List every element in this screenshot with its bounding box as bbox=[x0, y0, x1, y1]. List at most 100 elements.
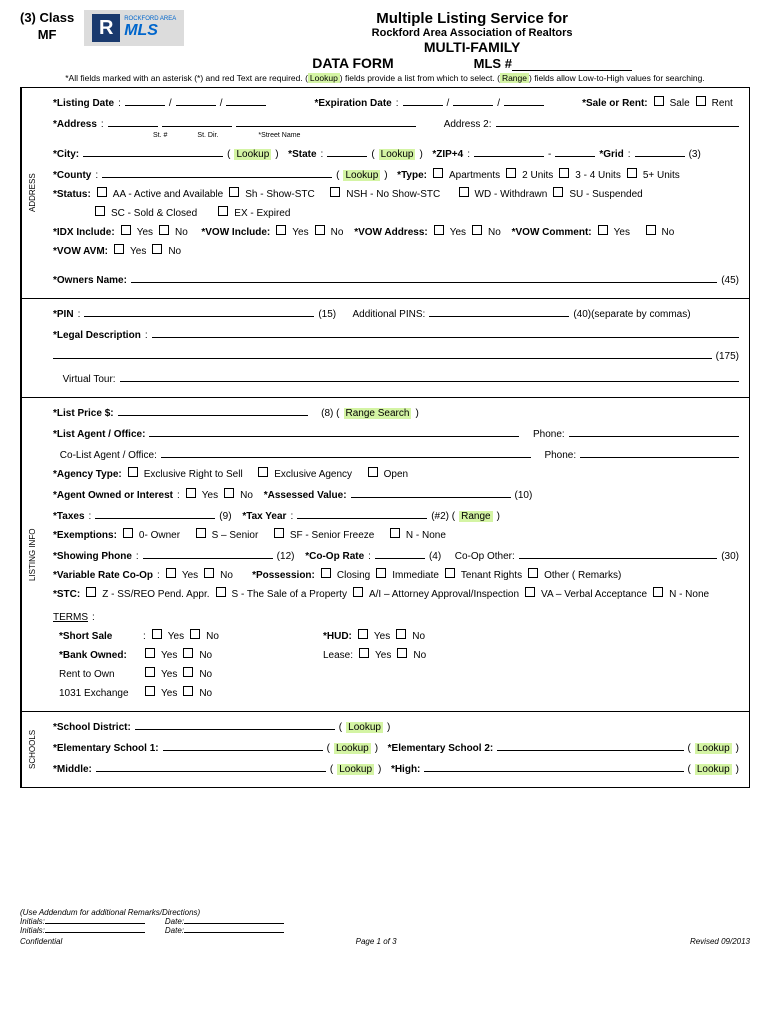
hud-yes-cb[interactable] bbox=[358, 629, 368, 639]
rent-checkbox[interactable] bbox=[696, 96, 706, 106]
exp-date-d[interactable] bbox=[453, 94, 493, 106]
lease-no-cb[interactable] bbox=[397, 648, 407, 658]
initials2-input[interactable] bbox=[45, 932, 145, 933]
agent-owned-no-cb[interactable] bbox=[224, 488, 234, 498]
idx-yes-cb[interactable] bbox=[121, 225, 131, 235]
agent-owned-yes-cb[interactable] bbox=[186, 488, 196, 498]
st-dir-input[interactable] bbox=[162, 115, 232, 127]
var-no-cb[interactable] bbox=[204, 568, 214, 578]
vowavm-yes-cb[interactable] bbox=[114, 244, 124, 254]
ex-cb[interactable] bbox=[218, 206, 228, 216]
immediate-cb[interactable] bbox=[376, 568, 386, 578]
hud-no-cb[interactable] bbox=[396, 629, 406, 639]
units5-cb[interactable] bbox=[627, 168, 637, 178]
vowavm-no-cb[interactable] bbox=[152, 244, 162, 254]
assessed-input[interactable] bbox=[351, 486, 511, 498]
taxes-input[interactable] bbox=[95, 507, 215, 519]
legal-input2[interactable] bbox=[53, 347, 712, 359]
phone2-input[interactable] bbox=[580, 446, 739, 458]
vowcom-yes-cb[interactable] bbox=[598, 225, 608, 235]
va-cb[interactable] bbox=[525, 587, 535, 597]
ex-no-cb[interactable] bbox=[183, 686, 193, 696]
owners-input[interactable] bbox=[131, 271, 717, 283]
bo-no-cb[interactable] bbox=[183, 648, 193, 658]
coop-other-input[interactable] bbox=[519, 547, 717, 559]
add-pins-input[interactable] bbox=[429, 305, 569, 317]
initials1-input[interactable] bbox=[45, 923, 145, 924]
units34-cb[interactable] bbox=[559, 168, 569, 178]
ex-yes-cb[interactable] bbox=[145, 686, 155, 696]
ss-no-cb[interactable] bbox=[190, 629, 200, 639]
city-input[interactable] bbox=[83, 145, 223, 157]
vowaddr-yes-cb[interactable] bbox=[434, 225, 444, 235]
phone2-label: Phone: bbox=[544, 450, 576, 461]
other-rem-cb[interactable] bbox=[528, 568, 538, 578]
elem2-input[interactable] bbox=[497, 739, 683, 751]
z-cb[interactable] bbox=[86, 587, 96, 597]
none-cb[interactable] bbox=[390, 528, 400, 538]
list-price-input[interactable] bbox=[118, 404, 308, 416]
logo-box: R ROCKFORD AREA MLS bbox=[84, 10, 184, 46]
listing-date-y[interactable] bbox=[226, 94, 266, 106]
tax-year-input[interactable] bbox=[297, 507, 427, 519]
apartments-cb[interactable] bbox=[433, 168, 443, 178]
st-num-input[interactable] bbox=[108, 115, 158, 127]
ss-yes-cb[interactable] bbox=[152, 629, 162, 639]
bo-yes-cb[interactable] bbox=[145, 648, 155, 658]
closing-cb[interactable] bbox=[321, 568, 331, 578]
pin-input[interactable] bbox=[84, 305, 314, 317]
sale-checkbox[interactable] bbox=[654, 96, 664, 106]
exp-date-y[interactable] bbox=[504, 94, 544, 106]
idx-no-cb[interactable] bbox=[159, 225, 169, 235]
colist-input[interactable] bbox=[161, 446, 531, 458]
vowinc-yes-cb[interactable] bbox=[276, 225, 286, 235]
vowaddr-no-cb[interactable] bbox=[472, 225, 482, 235]
su-cb[interactable] bbox=[553, 187, 563, 197]
mls-input[interactable] bbox=[512, 70, 632, 71]
excl-agency-cb[interactable] bbox=[258, 467, 268, 477]
wd-cb[interactable] bbox=[459, 187, 469, 197]
listing-date-m[interactable] bbox=[125, 94, 165, 106]
list-agent-input[interactable] bbox=[149, 425, 519, 437]
ro-no-cb[interactable] bbox=[183, 667, 193, 677]
date1-input[interactable] bbox=[184, 923, 284, 924]
sc-cb[interactable] bbox=[95, 206, 105, 216]
county-input[interactable] bbox=[102, 166, 332, 178]
n-none-cb[interactable] bbox=[653, 587, 663, 597]
state-input[interactable] bbox=[327, 145, 367, 157]
tenant-cb[interactable] bbox=[445, 568, 455, 578]
exp-date-m[interactable] bbox=[403, 94, 443, 106]
zip-input[interactable] bbox=[474, 145, 544, 157]
high-input[interactable] bbox=[424, 760, 683, 772]
units2-cb[interactable] bbox=[506, 168, 516, 178]
open-cb[interactable] bbox=[368, 467, 378, 477]
vowcom-no-cb[interactable] bbox=[646, 225, 656, 235]
sf-cb[interactable] bbox=[274, 528, 284, 538]
showing-phone-input[interactable] bbox=[143, 547, 273, 559]
ro-yes-cb[interactable] bbox=[145, 667, 155, 677]
excl-right-cb[interactable] bbox=[128, 467, 138, 477]
vowinc-no-cb[interactable] bbox=[315, 225, 325, 235]
listing-date-d[interactable] bbox=[176, 94, 216, 106]
lease-yes-cb[interactable] bbox=[359, 648, 369, 658]
zip4-input[interactable] bbox=[555, 145, 595, 157]
ai-cb[interactable] bbox=[353, 587, 363, 597]
owner-cb[interactable] bbox=[123, 528, 133, 538]
street-name-input[interactable] bbox=[236, 115, 416, 127]
senior-cb[interactable] bbox=[196, 528, 206, 538]
address2-input[interactable] bbox=[496, 115, 740, 127]
sh-cb[interactable] bbox=[229, 187, 239, 197]
phone1-input[interactable] bbox=[569, 425, 739, 437]
legal-input1[interactable] bbox=[152, 326, 739, 338]
grid-input[interactable] bbox=[635, 145, 685, 157]
district-input[interactable] bbox=[135, 718, 335, 730]
elem1-input[interactable] bbox=[163, 739, 323, 751]
middle-input[interactable] bbox=[96, 760, 326, 772]
coop-rate-input[interactable] bbox=[375, 547, 425, 559]
aa-cb[interactable] bbox=[97, 187, 107, 197]
virtual-input[interactable] bbox=[120, 370, 739, 382]
date2-input[interactable] bbox=[184, 932, 284, 933]
var-yes-cb[interactable] bbox=[166, 568, 176, 578]
s-sale-cb[interactable] bbox=[216, 587, 226, 597]
nsh-cb[interactable] bbox=[330, 187, 340, 197]
